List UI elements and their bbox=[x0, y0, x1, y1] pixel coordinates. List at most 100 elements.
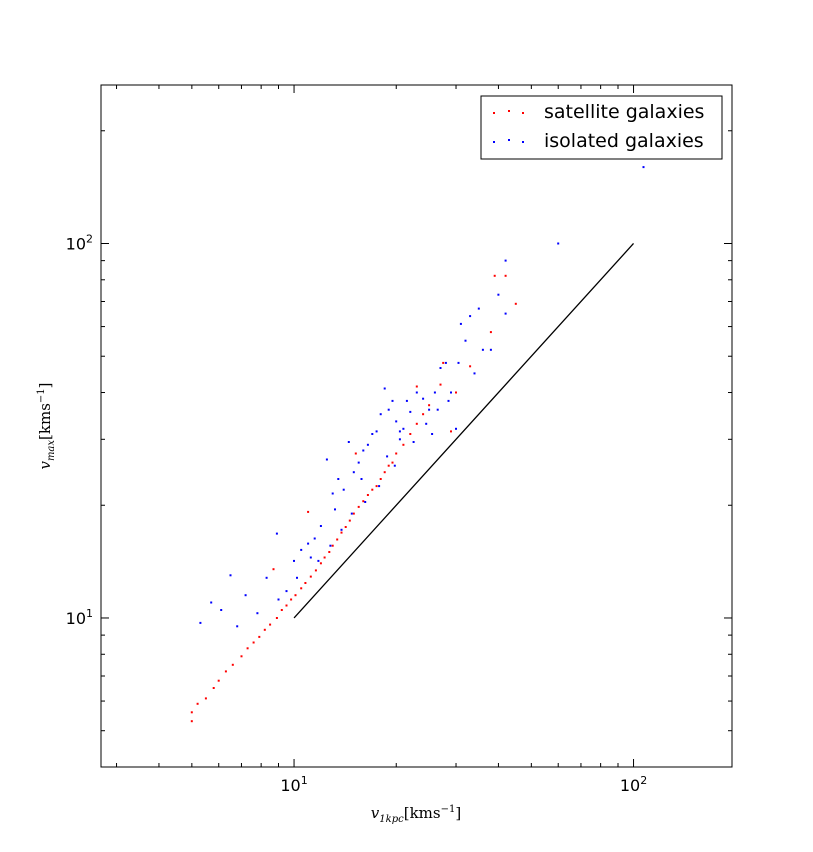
scatter-point-isolated bbox=[366, 443, 369, 446]
scatter-point-isolated bbox=[300, 548, 303, 551]
scatter-point-isolated bbox=[293, 559, 295, 562]
scatter-point-satellite bbox=[314, 569, 317, 572]
scatter-point-isolated bbox=[464, 339, 467, 342]
scatter-point-satellite bbox=[323, 556, 326, 559]
legend-box bbox=[480, 95, 723, 160]
scatter-point-satellite bbox=[275, 617, 278, 619]
scatter-point-isolated bbox=[428, 408, 431, 411]
scatter-point-isolated bbox=[450, 391, 452, 394]
x-axis-label: v1kpc[kms−1] bbox=[371, 804, 461, 825]
scatter-point-satellite bbox=[450, 430, 452, 433]
scatter-point-isolated bbox=[387, 408, 390, 411]
plot-background bbox=[101, 85, 732, 767]
scatter-point-satellite bbox=[366, 494, 369, 496]
scatter-point-isolated bbox=[375, 430, 378, 433]
scatter-point-satellite bbox=[190, 711, 193, 714]
plot-frame bbox=[100, 84, 733, 768]
scatter-point-isolated bbox=[383, 387, 386, 390]
scatter-point-isolated bbox=[497, 293, 500, 296]
scatter-point-satellite bbox=[493, 274, 496, 277]
axis-ticks bbox=[101, 85, 732, 768]
scatter-point-satellite bbox=[231, 663, 234, 666]
scatter-point-isolated bbox=[557, 242, 560, 245]
scatter-point-isolated bbox=[357, 461, 360, 464]
scatter-point-satellite bbox=[204, 697, 207, 700]
legend: satellite galaxies isolated galaxies bbox=[480, 95, 723, 160]
scatter-point-isolated bbox=[422, 397, 425, 400]
scatter-point-isolated bbox=[220, 609, 223, 611]
scatter-point-isolated bbox=[455, 427, 457, 430]
scatter-point-isolated bbox=[285, 590, 288, 593]
scatter-point-satellite bbox=[300, 587, 303, 590]
scatter-point-satellite bbox=[280, 609, 283, 611]
tick-labels: 101 102 101 102 bbox=[66, 232, 648, 795]
scatter-point-isolated bbox=[386, 455, 389, 458]
y-axis-label-unit: [kms bbox=[36, 403, 54, 440]
scatter-point-isolated bbox=[347, 441, 350, 443]
scatter-point-satellite bbox=[263, 628, 266, 631]
scatter-point-isolated bbox=[199, 621, 202, 624]
scatter-point-satellite bbox=[319, 562, 322, 565]
scatter-point-isolated bbox=[277, 598, 280, 601]
scatter-point-satellite bbox=[402, 443, 405, 446]
scatter-point-isolated bbox=[477, 307, 480, 310]
scatter-point-isolated bbox=[431, 433, 434, 435]
scatter-point-isolated bbox=[244, 594, 247, 597]
y-axis-label-close: ] bbox=[36, 382, 54, 388]
scatter-point-isolated bbox=[391, 399, 394, 402]
scatter-point-isolated bbox=[313, 537, 316, 540]
scatter-point-satellite bbox=[387, 464, 390, 467]
scatter-point-isolated bbox=[444, 361, 447, 364]
legend-marker-satellite bbox=[493, 110, 524, 114]
x-tick-label: 101 bbox=[280, 774, 307, 795]
legend-marker-isolated bbox=[493, 139, 524, 143]
scatter-point-isolated bbox=[378, 485, 381, 488]
legend-label-isolated: isolated galaxies bbox=[544, 130, 704, 152]
scatter-point-satellite bbox=[439, 383, 442, 386]
scatter-point-isolated bbox=[398, 430, 401, 433]
scatter-point-satellite bbox=[514, 302, 517, 305]
x-axis-label-close: ] bbox=[455, 804, 461, 822]
legend-label-satellite: satellite galaxies bbox=[544, 101, 704, 123]
scatter-point-isolated bbox=[275, 532, 278, 535]
scatter-point-isolated bbox=[371, 433, 374, 435]
scatter-point-satellite bbox=[252, 641, 255, 644]
scatter-point-satellite bbox=[489, 331, 492, 334]
y-axis-label-sub: max bbox=[46, 440, 57, 461]
scatter-point-satellite bbox=[362, 500, 365, 503]
scatter-point-isolated bbox=[447, 399, 450, 402]
y-axis-label-var: v bbox=[36, 461, 54, 470]
scatter-point-satellite bbox=[212, 687, 215, 689]
scatter-point-satellite bbox=[217, 679, 220, 682]
x-axis-label-unit: [kms bbox=[404, 804, 441, 822]
scatter-point-satellite bbox=[309, 575, 312, 578]
scatter-point-satellite bbox=[336, 538, 339, 541]
scatter-point-satellite bbox=[422, 413, 425, 416]
x-axis-label-sub: 1kpc bbox=[379, 814, 404, 825]
scatter-point-isolated bbox=[342, 488, 345, 491]
scatter-point-satellite bbox=[348, 519, 351, 522]
scatter-point-isolated bbox=[409, 410, 412, 413]
scatter-point-satellite bbox=[224, 670, 227, 673]
scatter-point-satellite bbox=[415, 422, 418, 425]
scatter-point-isolated bbox=[489, 348, 492, 351]
scatter-point-isolated bbox=[433, 391, 436, 394]
scatter-point-isolated bbox=[402, 427, 405, 430]
scatter-point-isolated bbox=[415, 391, 418, 394]
scatter-point-satellite bbox=[375, 485, 378, 488]
scatter-point-satellite bbox=[240, 655, 243, 658]
scatter-point-satellite bbox=[428, 404, 431, 407]
scatter-point-isolated bbox=[439, 367, 442, 369]
scatter-point-satellite bbox=[395, 452, 398, 455]
scatter-point-isolated bbox=[393, 464, 396, 467]
scatter-point-isolated bbox=[309, 556, 312, 559]
scatter-point-satellite bbox=[455, 391, 457, 394]
y-axis-label-exp: −1 bbox=[36, 388, 47, 403]
scatter-point-isolated bbox=[236, 625, 239, 628]
scatter-point-satellite bbox=[269, 623, 272, 626]
scatter-point-satellite bbox=[379, 478, 382, 480]
scatter-point-isolated bbox=[504, 312, 507, 315]
scatter-point-satellite bbox=[340, 531, 343, 534]
x-axis-label-exp: −1 bbox=[441, 804, 456, 815]
scatter-point-satellite bbox=[504, 274, 507, 277]
